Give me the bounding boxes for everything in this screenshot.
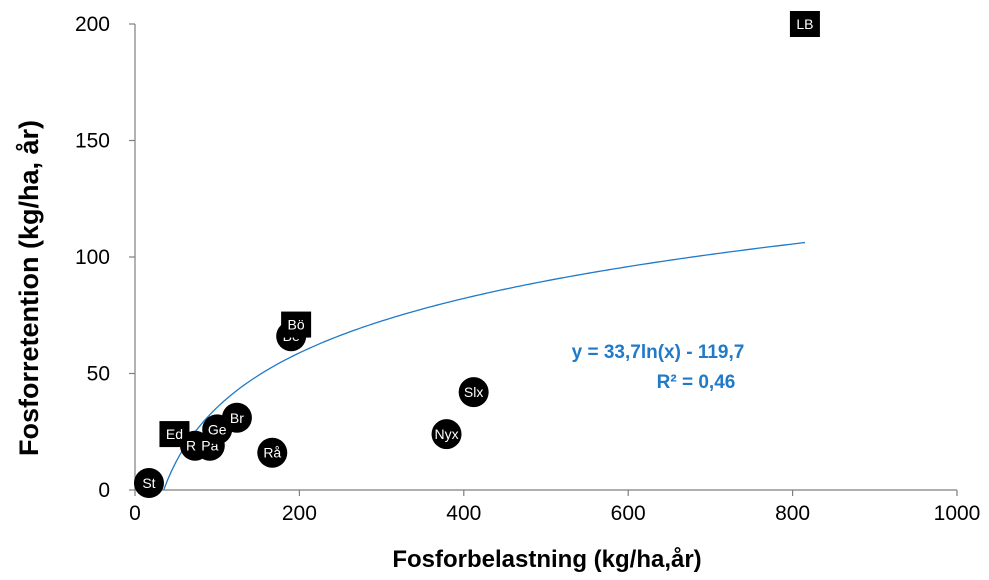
y-tick-label: 150 (75, 130, 110, 153)
data-point-st: St (133, 468, 164, 499)
data-point-rå: Rå (257, 437, 288, 468)
point-label: Nyx (434, 426, 458, 442)
x-axis-title: Fosforbelastning (kg/ha,år) (392, 546, 701, 573)
point-label: Rå (263, 445, 281, 461)
square-marker (789, 11, 820, 37)
data-points: StEdRePåGeBrRåBeBöNyxSlxLB (133, 11, 820, 499)
point-label: Ge (208, 421, 227, 437)
trend-equation: y = 33,7ln(x) - 119,7 (572, 342, 745, 363)
point-label: Ed (166, 426, 183, 442)
x-tick-label: 800 (775, 502, 810, 525)
circle-marker (458, 377, 489, 408)
point-label: Br (230, 410, 244, 426)
y-axis-ticks: 0 50 100 150 200 (75, 13, 135, 502)
data-point-bö: Bö (281, 311, 312, 338)
circle-marker (257, 437, 288, 468)
x-tick-label: 1000 (934, 502, 981, 525)
data-point-slx: Slx (458, 377, 489, 408)
point-label: St (142, 475, 155, 491)
y-tick-label: 50 (87, 363, 110, 386)
point-label: Bö (288, 317, 305, 333)
trendline (163, 241, 806, 490)
circle-marker (221, 402, 252, 433)
x-tick-label: 600 (611, 502, 646, 525)
x-axis-ticks: 0 200 400 600 800 1000 (129, 490, 980, 525)
y-tick-label: 0 (98, 479, 110, 502)
circle-marker (133, 468, 164, 499)
circle-marker (431, 419, 462, 450)
y-tick-label: 200 (75, 13, 110, 36)
x-tick-label: 400 (446, 502, 481, 525)
y-axis-title: Fosforretention (kg/ha, år) (14, 120, 44, 456)
x-tick-label: 200 (282, 502, 317, 525)
point-label: LB (796, 16, 813, 32)
data-point-br: Br (221, 402, 252, 433)
data-point-ed: Ed (159, 421, 190, 448)
square-marker (281, 311, 312, 338)
data-point-lb: LB (789, 11, 820, 37)
y-tick-label: 100 (75, 246, 110, 269)
trend-r2: R² = 0,46 (657, 372, 736, 393)
point-label: Slx (464, 384, 483, 400)
data-point-nyx: Nyx (431, 419, 462, 450)
x-tick-label: 0 (129, 502, 141, 525)
